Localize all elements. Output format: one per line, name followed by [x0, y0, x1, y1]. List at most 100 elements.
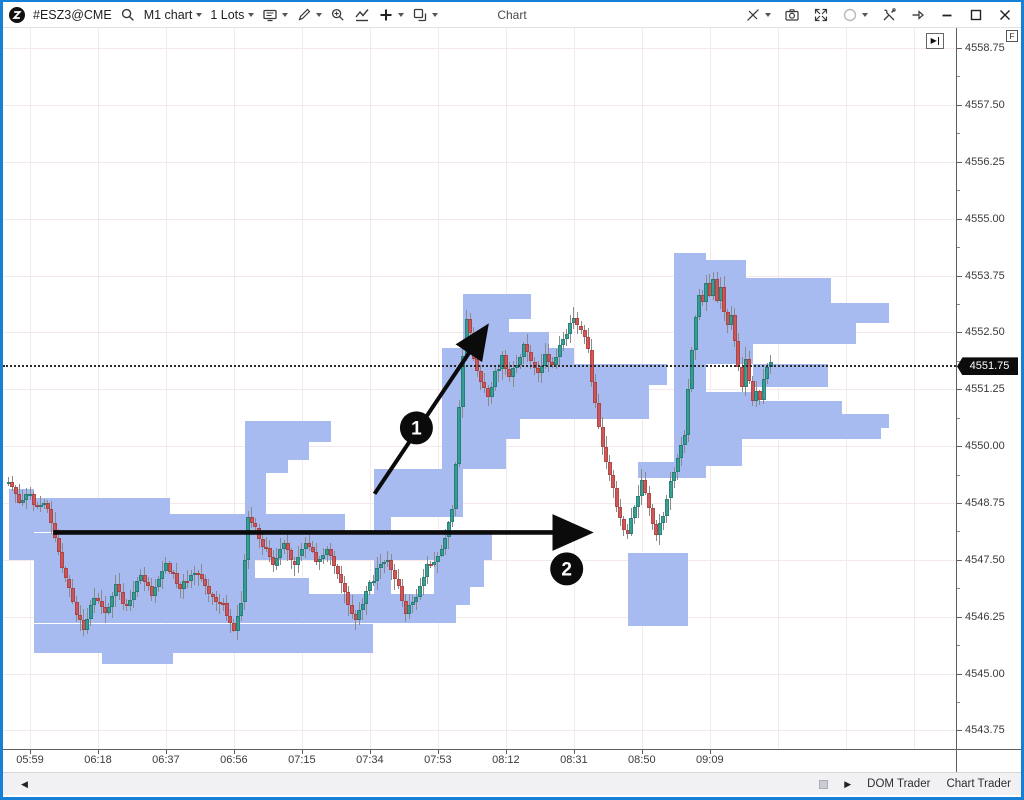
zoom-icon[interactable] [330, 7, 346, 23]
price-axis-minor-tick [957, 701, 960, 703]
candle [732, 315, 737, 342]
drawing-tools-button[interactable] [296, 7, 323, 23]
candle [249, 516, 254, 523]
annotation-arrow[interactable] [372, 323, 489, 495]
candle [60, 551, 65, 568]
grid-line-horizontal [3, 161, 956, 163]
camera-icon[interactable] [784, 7, 800, 23]
time-axis-label: 07:15 [288, 754, 316, 766]
tab-strip-icon[interactable] [819, 779, 829, 789]
price-axis-f-button[interactable]: F [1006, 30, 1018, 42]
price-axis-tick [957, 275, 962, 277]
candle [679, 444, 684, 459]
candle [192, 572, 197, 576]
candle [303, 543, 308, 550]
maximize-icon[interactable] [968, 7, 984, 23]
price-axis-tick [957, 730, 962, 732]
link-circle-icon[interactable] [842, 7, 868, 23]
candle-wick [15, 485, 17, 504]
time-axis-label: 06:18 [84, 754, 112, 766]
drawings-layer[interactable]: 12 [3, 28, 956, 749]
candle [525, 344, 530, 352]
settings-tools-icon[interactable] [881, 7, 897, 23]
tab-chart-trader[interactable]: Chart Trader [946, 778, 1011, 790]
price-axis-tick [957, 218, 962, 220]
scroll-left-icon[interactable]: ◀ [21, 778, 28, 789]
candle [56, 538, 61, 552]
candle [28, 493, 32, 496]
time-axis[interactable]: 05:59 06:18 06:37 06:56 07:15 07:34 07:53 08:12… [3, 750, 956, 772]
add-panel-button[interactable] [378, 7, 405, 23]
chevron-down-icon [432, 13, 439, 17]
candle [121, 591, 125, 604]
candle [607, 461, 612, 475]
candle [704, 283, 709, 303]
chart-type-dropdown[interactable]: M1 chart [144, 8, 203, 22]
candle [206, 585, 211, 595]
candle [13, 487, 18, 494]
candle [403, 600, 408, 615]
candle [636, 496, 641, 507]
volume-profile-bar [706, 400, 843, 415]
price-axis-tick [957, 616, 962, 618]
price-axis-minor-tick [957, 303, 960, 305]
grid-line-horizontal [3, 218, 956, 220]
price-axis[interactable]: F 4558.75 4557.50 4556.25 4555.00 4553.75 455… [956, 28, 1020, 749]
grid-line-horizontal [3, 502, 956, 504]
candle [96, 597, 100, 601]
candle [92, 597, 97, 605]
candle [278, 548, 283, 558]
symbol-label[interactable]: #ESZ3@CME [33, 7, 112, 22]
axis-corner [956, 750, 1021, 772]
minimize-icon[interactable] [939, 7, 955, 23]
candle [478, 370, 483, 383]
price-axis-label: 4551.25 [965, 383, 1005, 396]
time-axis-label: 06:56 [220, 754, 248, 766]
go-to-latest-button[interactable]: ▶ [926, 33, 944, 49]
candle [163, 563, 168, 571]
candle [611, 474, 616, 488]
pin-icon[interactable] [910, 7, 926, 23]
annotation-badge[interactable] [399, 411, 433, 445]
link-off-icon[interactable] [745, 7, 771, 23]
search-icon[interactable] [120, 7, 136, 23]
close-icon[interactable] [997, 7, 1013, 23]
candle [722, 286, 727, 312]
candle [242, 559, 247, 603]
templates-button[interactable] [262, 7, 289, 23]
last-price-line [3, 365, 956, 368]
candle [493, 370, 498, 387]
candle [707, 283, 712, 296]
candle [274, 557, 279, 566]
volume-profile-bar [706, 259, 746, 278]
candle [217, 601, 222, 604]
tab-dom-trader[interactable]: DOM Trader [867, 778, 931, 790]
candle [729, 315, 734, 325]
volume-profile-bar [244, 441, 310, 460]
candle [661, 516, 666, 523]
candle-wick [383, 560, 385, 573]
volume-profile-bar [441, 384, 521, 440]
fullscreen-icon[interactable] [813, 7, 829, 23]
candle [375, 567, 380, 582]
candle [142, 575, 147, 583]
candle [307, 543, 312, 548]
candle [496, 368, 501, 371]
chevron-down-icon [765, 13, 771, 17]
candle [503, 354, 508, 369]
tab-scroll-right-icon[interactable]: ▶ [844, 778, 852, 789]
grid-line-horizontal [3, 275, 956, 277]
time-axis-tick [233, 750, 235, 754]
volume-profile-bar [33, 578, 310, 594]
indicators-icon[interactable] [354, 7, 370, 23]
panels-button[interactable] [412, 7, 439, 23]
candle-wick [294, 556, 296, 577]
candle [282, 542, 286, 549]
lots-dropdown[interactable]: 1 Lots [210, 8, 255, 22]
candle [389, 559, 394, 571]
grid-line-horizontal [3, 616, 956, 618]
annotation-badge[interactable] [550, 552, 584, 586]
candle [239, 602, 244, 617]
candle [689, 350, 694, 390]
